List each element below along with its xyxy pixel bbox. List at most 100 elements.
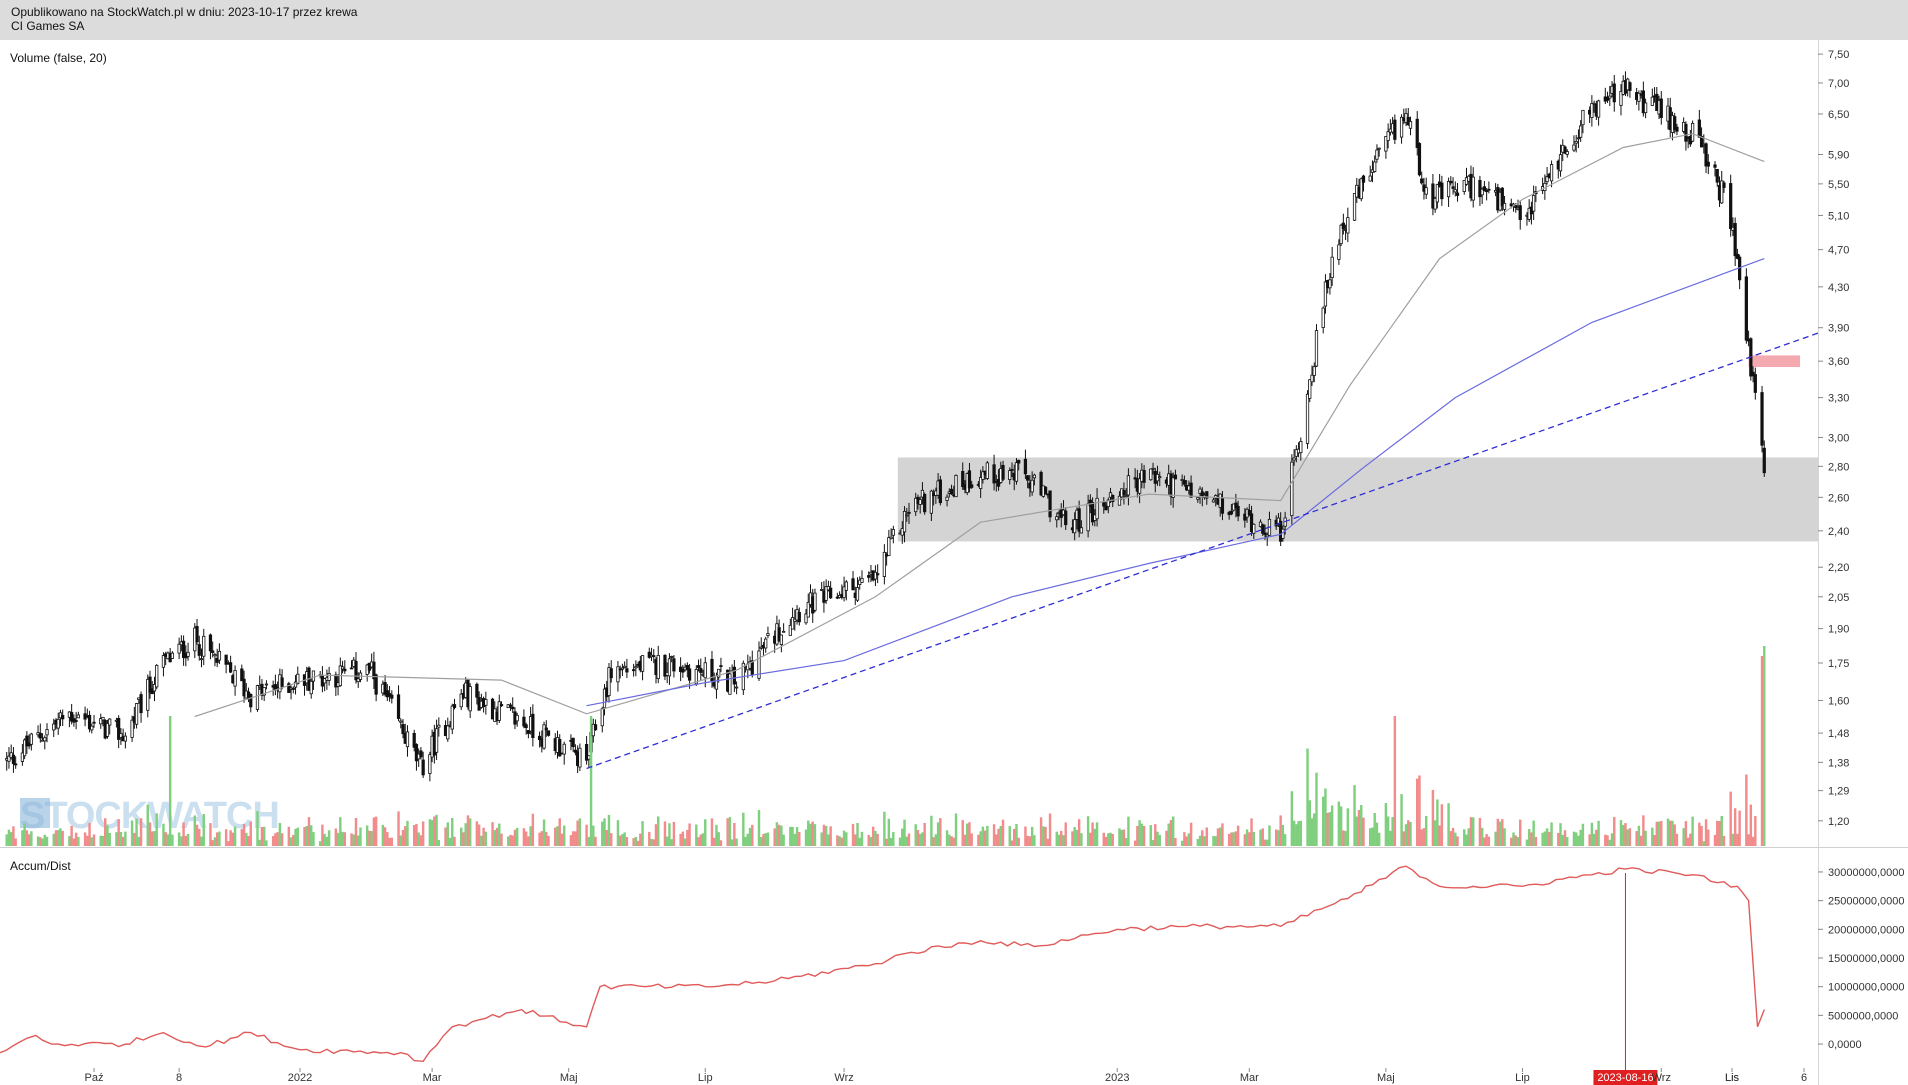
candle-body — [1323, 281, 1328, 307]
candle-body — [1261, 524, 1265, 534]
volume-bar — [1671, 820, 1674, 846]
candle-body — [1010, 468, 1014, 471]
volume-bar — [1185, 836, 1188, 846]
volume-bar — [101, 835, 105, 846]
volume-bar — [822, 824, 826, 846]
volume-bar — [233, 826, 237, 846]
volume-bar — [1077, 819, 1081, 846]
volume-bar — [1763, 646, 1766, 846]
candle — [1532, 185, 1536, 221]
volume-bar — [1550, 822, 1553, 846]
candle-body — [56, 718, 60, 729]
candle-body — [1252, 523, 1256, 534]
candle-body — [985, 462, 989, 479]
candle-body — [1650, 96, 1654, 106]
volume-bar — [1669, 820, 1672, 846]
volume-bar — [305, 826, 308, 846]
volume-bar — [260, 827, 264, 846]
volume-bar — [1465, 834, 1468, 846]
volume-bar — [1279, 815, 1282, 846]
volume-bar — [827, 834, 830, 846]
volume-bar — [1010, 840, 1014, 846]
volume-bar — [180, 836, 183, 846]
volume-bar — [1308, 800, 1311, 846]
candle — [148, 670, 152, 699]
volume-bar — [715, 824, 718, 846]
candle — [1735, 248, 1740, 260]
candle — [1249, 505, 1254, 536]
volume-bar — [256, 811, 259, 846]
candle-body — [1502, 202, 1507, 210]
candle — [1104, 502, 1108, 511]
time-tick-label: Mar — [1240, 1072, 1259, 1084]
volume-bar — [27, 834, 31, 846]
volume-bar — [1416, 778, 1419, 846]
candle-body — [1574, 141, 1578, 144]
volume-bar — [836, 835, 839, 846]
volume-bar — [1156, 831, 1159, 846]
candle — [867, 571, 871, 583]
volume-bar — [1736, 833, 1739, 846]
volume-bar — [39, 837, 42, 846]
volume-bar — [462, 832, 465, 846]
volume-bar — [1337, 801, 1341, 846]
candle-body — [1328, 279, 1332, 289]
candle — [1055, 512, 1059, 528]
volume-bar — [979, 831, 982, 846]
volume-bar — [1236, 825, 1240, 846]
candle — [1455, 183, 1460, 202]
candle-body — [291, 688, 295, 690]
candle-body — [1032, 474, 1036, 479]
volume-bar — [1315, 772, 1318, 846]
candle — [1375, 144, 1379, 163]
candle — [1189, 475, 1193, 498]
volume-bar — [312, 832, 315, 846]
candle-body — [889, 536, 893, 540]
candle-body — [914, 497, 918, 513]
candle — [797, 607, 801, 626]
candle-body — [623, 665, 627, 668]
candle — [1126, 468, 1131, 506]
candle-body — [468, 686, 472, 712]
candle-body — [484, 699, 488, 706]
volume-bar — [352, 834, 355, 846]
candle — [855, 577, 860, 602]
volume-bar — [1189, 822, 1193, 846]
volume-bar — [851, 823, 855, 846]
candle — [434, 719, 439, 760]
candle — [600, 706, 604, 733]
candle — [414, 743, 419, 771]
publication-info: Opublikowano na StockWatch.pl w dniu: 20… — [11, 5, 358, 19]
volume-bar — [1386, 816, 1390, 846]
candle — [1399, 114, 1404, 144]
candle — [981, 466, 985, 484]
volume-bar — [610, 833, 613, 846]
candle-body — [412, 732, 416, 748]
volume-bar — [1017, 837, 1020, 846]
candle — [224, 654, 228, 674]
candle — [56, 712, 60, 735]
candle-body — [777, 627, 781, 641]
candle — [656, 645, 660, 684]
candle — [1697, 109, 1701, 138]
candle-body — [1001, 464, 1005, 480]
volume-bar — [916, 829, 920, 846]
candle-body — [593, 724, 598, 731]
candle — [1198, 486, 1202, 504]
volume-bar — [648, 831, 651, 846]
volume-bar — [388, 837, 391, 846]
volume-bar — [780, 825, 783, 846]
candle — [396, 685, 401, 722]
candle-body — [1704, 143, 1708, 167]
volume-bar — [1409, 821, 1412, 846]
volume-bar — [777, 824, 781, 846]
volume-bar — [56, 830, 60, 846]
volume-bar — [1754, 816, 1757, 846]
candle — [640, 655, 645, 681]
candle — [511, 697, 515, 713]
time-tick-label: Lip — [698, 1072, 713, 1084]
volume-bar — [1187, 833, 1191, 846]
volume-bar — [171, 834, 174, 846]
candle — [531, 704, 535, 747]
